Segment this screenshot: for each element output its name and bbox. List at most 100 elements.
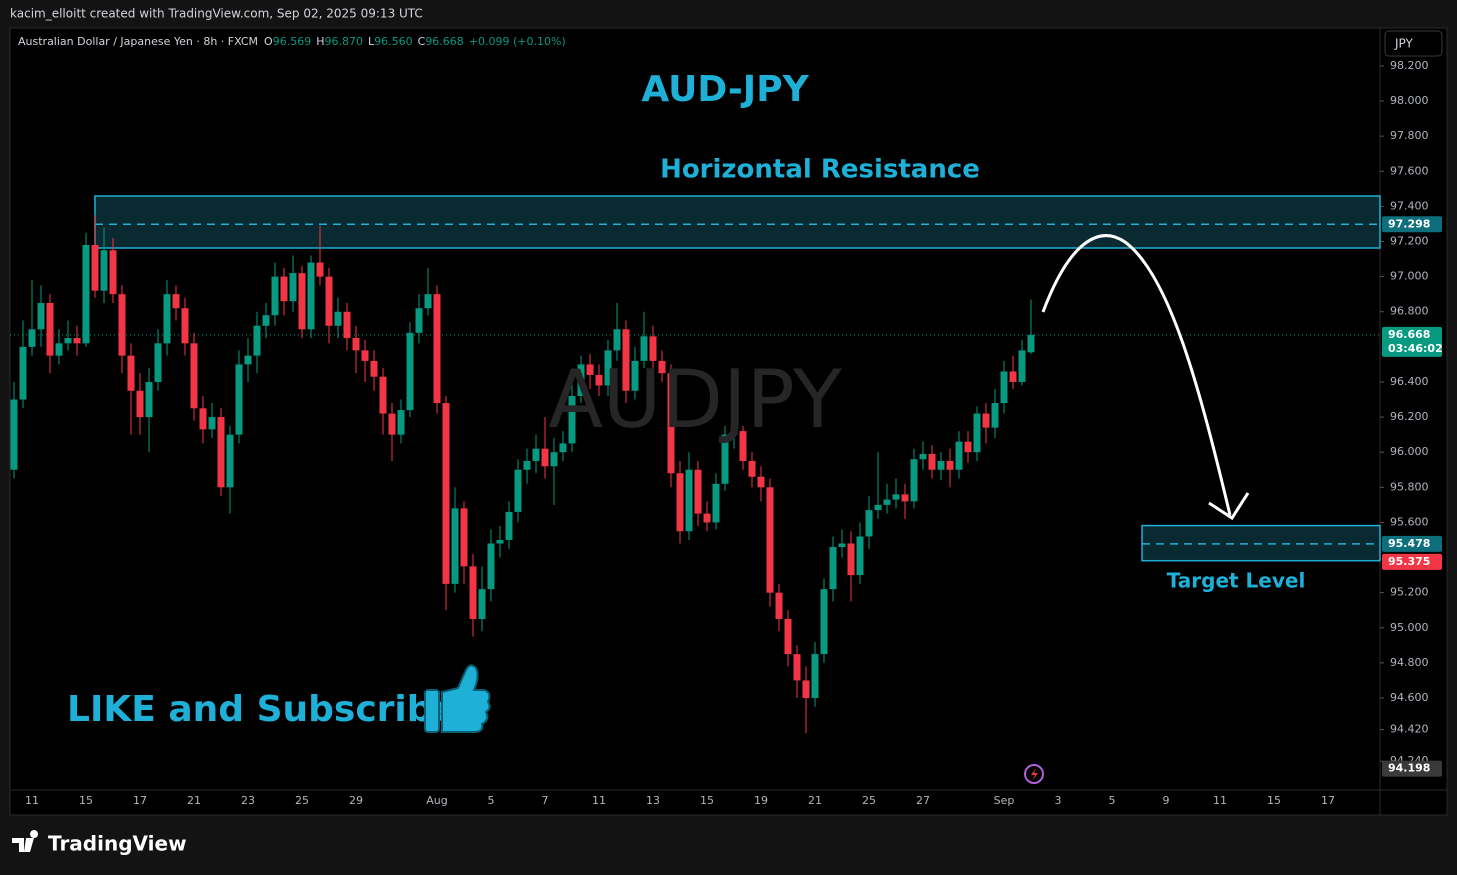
candle-body bbox=[442, 403, 450, 584]
y-tick-label: 95.600 bbox=[1390, 515, 1429, 528]
candle-body bbox=[595, 374, 603, 386]
candle-body bbox=[532, 448, 540, 461]
candle-body bbox=[910, 459, 918, 502]
candle-body bbox=[469, 566, 477, 619]
x-tick-label: 13 bbox=[646, 794, 660, 807]
candle-body bbox=[451, 508, 459, 584]
x-tick-label: 17 bbox=[1321, 794, 1335, 807]
candle-body bbox=[892, 494, 900, 500]
c-label: C bbox=[418, 35, 426, 48]
h-value: 96.870 bbox=[324, 35, 363, 48]
y-tick-label: 94.800 bbox=[1390, 656, 1429, 669]
candle-body bbox=[28, 329, 36, 347]
candle-body bbox=[226, 434, 234, 488]
price-badge bbox=[1382, 553, 1442, 570]
candle-body bbox=[955, 441, 963, 470]
alert-icon[interactable] bbox=[1024, 764, 1044, 784]
candle-body bbox=[559, 443, 567, 453]
candle-body bbox=[181, 308, 189, 344]
candle-body bbox=[865, 510, 873, 537]
candle-body bbox=[658, 360, 666, 374]
candle-body bbox=[964, 441, 972, 453]
x-tick-label: 7 bbox=[542, 794, 549, 807]
candle-body bbox=[253, 325, 261, 356]
candle-body bbox=[208, 417, 216, 430]
l-value: 96.560 bbox=[374, 35, 413, 48]
candle-body bbox=[127, 355, 135, 391]
price-badge-label: 94.198 bbox=[1388, 762, 1430, 775]
candle-body bbox=[838, 543, 846, 548]
candle-body bbox=[901, 494, 909, 502]
o-value: 96.569 bbox=[273, 35, 312, 48]
candle-body bbox=[586, 364, 594, 375]
candle-body bbox=[379, 376, 387, 414]
y-tick-label: 96.400 bbox=[1390, 375, 1429, 388]
currency[interactable]: JPY bbox=[1394, 37, 1414, 51]
y-tick-label: 98.200 bbox=[1390, 59, 1429, 72]
thumb-icon bbox=[424, 664, 491, 733]
candle-body bbox=[388, 413, 396, 435]
candle-body bbox=[730, 431, 738, 435]
candle-body bbox=[361, 350, 369, 361]
candle-body bbox=[271, 276, 279, 316]
candle-body bbox=[631, 360, 639, 391]
candle-body bbox=[820, 589, 828, 655]
candle-body bbox=[784, 618, 792, 655]
candle-body bbox=[37, 302, 45, 330]
ohlc-readout: Australian Dollar / Japanese Yen · 8h · … bbox=[18, 35, 566, 48]
x-tick-label: 29 bbox=[349, 794, 363, 807]
price-badge-label: 97.298 bbox=[1388, 217, 1430, 230]
candle-body bbox=[793, 654, 801, 681]
x-tick-label: 15 bbox=[1267, 794, 1281, 807]
attribution: kacim_elloitt created with TradingView.c… bbox=[10, 7, 423, 21]
candle-body bbox=[163, 294, 171, 344]
price-badge-label: 95.478 bbox=[1388, 537, 1430, 550]
candle-body bbox=[397, 410, 405, 435]
candle-body bbox=[1027, 334, 1035, 353]
candle-body bbox=[352, 338, 360, 351]
candle-body bbox=[190, 343, 198, 409]
candle-body bbox=[667, 373, 675, 474]
x-tick-label: 11 bbox=[1213, 794, 1227, 807]
candle-body bbox=[811, 654, 819, 698]
y-tick-label: 94.420 bbox=[1390, 723, 1429, 736]
change: +0.099 (+0.10%) bbox=[469, 35, 566, 48]
y-tick-label: 94.600 bbox=[1390, 691, 1429, 704]
candle-body bbox=[550, 452, 558, 467]
candle-body bbox=[406, 332, 414, 411]
price-badge-label: 96.668 bbox=[1388, 328, 1430, 341]
y-tick-label: 95.200 bbox=[1390, 586, 1429, 599]
candle-body bbox=[478, 589, 486, 619]
candle-body bbox=[307, 262, 315, 330]
candle-body bbox=[874, 504, 882, 511]
y-tick-label: 96.800 bbox=[1390, 305, 1429, 318]
candle-body bbox=[703, 513, 711, 523]
candle-body bbox=[577, 364, 585, 397]
price-badge bbox=[1382, 216, 1442, 233]
candle-body bbox=[514, 469, 522, 512]
candle-body bbox=[856, 536, 864, 576]
candle-body bbox=[100, 250, 108, 291]
x-tick-label: 9 bbox=[1163, 794, 1170, 807]
l-label: L bbox=[368, 35, 375, 48]
price-badge bbox=[1382, 760, 1442, 777]
y-tick-label: 96.000 bbox=[1390, 445, 1429, 458]
candle-body bbox=[82, 245, 90, 344]
candle-body bbox=[685, 469, 693, 532]
y-tick-label: 95.800 bbox=[1390, 480, 1429, 493]
price-badge bbox=[1382, 326, 1442, 357]
candle-body bbox=[946, 460, 954, 470]
candle-body bbox=[325, 276, 333, 326]
projection-arrow bbox=[1041, 234, 1232, 516]
candle-body bbox=[613, 329, 621, 351]
candle-body bbox=[289, 273, 297, 302]
candle-body bbox=[919, 453, 927, 460]
y-tick-label: 97.600 bbox=[1390, 164, 1429, 177]
candle-body bbox=[217, 417, 225, 488]
candle-body bbox=[136, 390, 144, 418]
candle-body bbox=[370, 360, 378, 377]
currency-button[interactable] bbox=[1384, 30, 1443, 57]
candle-body bbox=[766, 487, 774, 593]
h-label: H bbox=[316, 35, 324, 48]
